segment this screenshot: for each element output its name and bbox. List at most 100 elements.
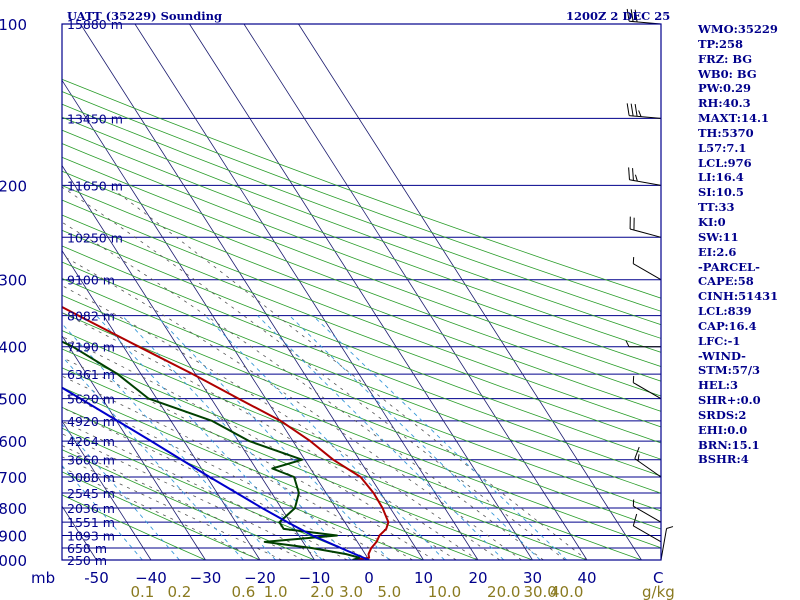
mixing-ratio-tick-label: 30.0: [523, 583, 556, 600]
isotherm--10: [62, 164, 315, 560]
mixing-ratio-tick-label: 10.0: [428, 583, 461, 600]
pressure-tick-label: 700: [0, 469, 27, 487]
moist-adiabat: [62, 375, 413, 560]
isotherm-50: [298, 24, 642, 560]
mixing-ratio-tick-label: 3.0: [339, 583, 363, 600]
dry-adiabat: [62, 471, 261, 560]
mixing-ratio-tick-label: 2.0: [310, 583, 334, 600]
height-label: 1551 m: [67, 515, 115, 530]
temperature-tick-label: −10: [299, 569, 331, 587]
index-item: KI:0: [698, 214, 726, 229]
dry-adiabat: [62, 78, 661, 299]
height-label: 658 m: [67, 541, 107, 556]
temperature-tick-label: −40: [135, 569, 167, 587]
height-label: 7190 m: [67, 340, 115, 355]
wind-barb: [628, 167, 662, 186]
index-item: WB0: BG: [698, 66, 757, 81]
moist-adiabat: [107, 185, 588, 560]
height-label: 4264 m: [67, 434, 115, 449]
index-item: TT:33: [698, 200, 735, 215]
mixing-ratio-tick-label: 0.6: [231, 583, 255, 600]
mixing-ratio-tick-label: 20.0: [487, 583, 520, 600]
height-label: 11650 m: [67, 178, 123, 193]
index-item: CAP:16.4: [698, 318, 757, 333]
axes-layer: 100200300400500600700800900100015880 m13…: [0, 16, 675, 600]
mixing-ratio-line: [257, 315, 505, 560]
series-temperature-line: [62, 305, 390, 560]
pressure-tick-label: 300: [0, 272, 27, 290]
temperature-tick-label: 40: [577, 569, 596, 587]
index-item: WMO:35229: [698, 22, 778, 36]
series-dewpoint-line: [62, 340, 361, 560]
index-item: CAPE:58: [698, 274, 754, 289]
chart-datetime: 1200Z 2 DEC 25: [566, 9, 671, 23]
dry-adiabat: [62, 261, 661, 494]
isotherm-20: [134, 24, 479, 560]
wind-barb: [625, 340, 661, 348]
wind-barb: [629, 216, 662, 238]
moist-adiabat: [62, 285, 501, 560]
dry-adiabat: [62, 367, 533, 560]
chart-title: UATT (35229) Sounding: [67, 9, 223, 23]
index-item: BSHR:4: [698, 452, 749, 467]
dry-adiabat: [62, 449, 315, 560]
dry-adiabat: [62, 348, 588, 560]
wind-barb: [632, 257, 662, 281]
temperature-tick-label: -50: [84, 569, 109, 587]
index-item: EI:2.6: [698, 244, 737, 259]
dry-adiabat: [62, 494, 206, 560]
index-item: TP:258: [698, 36, 744, 51]
height-label: 13450 m: [67, 111, 123, 126]
wind-barb: [632, 499, 662, 523]
background-grid: [62, 24, 661, 560]
mixing-ratio-line: [62, 323, 276, 560]
dry-adiabat: [62, 406, 424, 560]
isotherm--30: [62, 335, 206, 560]
temperature-tick-label: −30: [190, 569, 222, 587]
isotherm-10: [80, 24, 424, 560]
height-label: 1093 m: [67, 528, 115, 543]
plot-border: [61, 23, 662, 561]
wind-barbs: [625, 8, 674, 561]
mixing-ratio-line: [289, 315, 541, 560]
moist-adiabat: [62, 392, 391, 560]
temperature-unit-label: C: [653, 569, 663, 587]
mixing-ratio-tick-label: 40.0: [550, 583, 583, 600]
height-label: 6361 m: [67, 367, 115, 382]
temperature-tick-label: 30: [523, 569, 542, 587]
pressure-tick-label: 100: [0, 16, 27, 34]
dry-adiabat: [62, 277, 661, 512]
height-label: 5620 m: [67, 392, 115, 407]
mixing-ratio-unit-label: g/kg: [642, 583, 675, 600]
index-item: LCL:976: [698, 155, 752, 170]
stability-indices-panel: WMO:35229 TP:258 FRZ: BG WB0: BG PW:0.29 RH:4…: [698, 22, 798, 467]
dry-adiabat: [62, 143, 661, 368]
mixing-ratio-tick-label: 0.2: [167, 583, 191, 600]
dry-adiabat: [62, 214, 661, 444]
height-label: 10250 m: [67, 230, 123, 245]
moist-adiabat: [62, 433, 326, 560]
pressure-tick-label: 600: [0, 433, 27, 451]
pressure-tick-label: 400: [0, 339, 27, 357]
index-item: MAXT:14.1: [698, 111, 769, 126]
dry-adiabat: [62, 156, 661, 382]
mixing-ratio-tick-label: 0.1: [130, 583, 154, 600]
index-item: -PARCEL-: [698, 259, 760, 274]
index-item: HEL:3: [698, 378, 738, 393]
height-label: 3660 m: [67, 453, 115, 468]
temperature-tick-label: −20: [244, 569, 276, 587]
height-label: 4920 m: [67, 414, 115, 429]
index-item: LCL:839: [698, 304, 752, 319]
pressure-tick-label: 500: [0, 391, 27, 409]
dry-adiabat: [62, 312, 661, 549]
pressure-tick-label: 800: [0, 500, 27, 518]
pressure-tick-label: 200: [0, 177, 27, 195]
height-label: 8082 m: [67, 309, 115, 324]
index-item: LFC:-1: [698, 333, 741, 348]
moist-adiabat: [62, 357, 435, 560]
height-label: 2545 m: [67, 486, 115, 501]
dry-adiabat: [62, 129, 661, 353]
wind-barb: [660, 526, 674, 561]
height-label: 15880 m: [67, 17, 123, 32]
mixing-ratio-line: [62, 423, 180, 560]
